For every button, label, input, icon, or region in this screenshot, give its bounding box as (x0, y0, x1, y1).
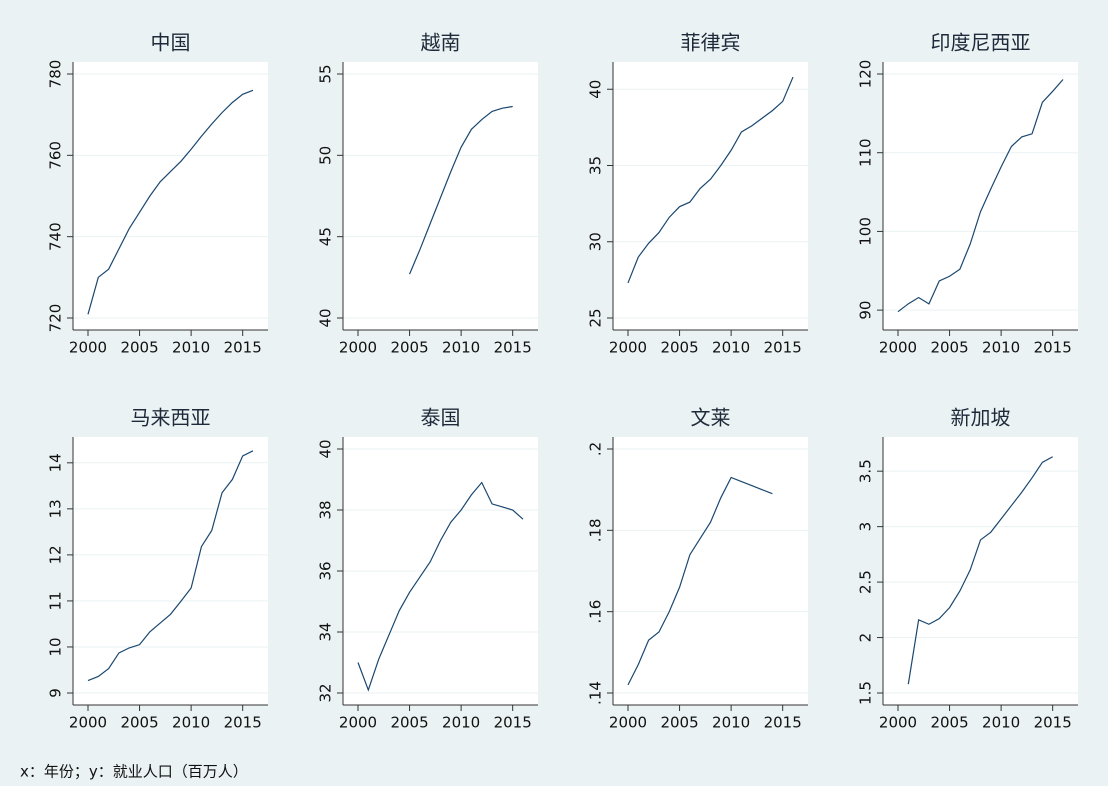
y-tick-label: 780 (47, 60, 65, 89)
y-tick-label: 40 (317, 308, 335, 327)
y-tick-label: 120 (857, 60, 875, 89)
x-tick-label: 2000 (69, 714, 107, 732)
line (87, 89, 254, 315)
chart-title: 文莱 (691, 406, 731, 430)
y-tick-label: 32 (317, 683, 335, 702)
y-tick-label: 2.5 (857, 570, 875, 594)
x-tick-label: 2000 (339, 339, 377, 357)
y-tick-label: 13 (47, 499, 65, 518)
line (627, 76, 794, 284)
y-tick-label: 55 (317, 64, 335, 83)
y-tick-label: .18 (587, 518, 605, 542)
y-tick-label: .16 (587, 600, 605, 624)
y-tick-label: 40 (317, 439, 335, 458)
y-tick-label: 9 (47, 688, 65, 698)
y-tick-label: 2 (857, 633, 875, 643)
chart-title: 马来西亚 (131, 406, 211, 430)
x-tick-label: 2015 (494, 714, 532, 732)
y-tick-label: 760 (47, 141, 65, 170)
y-tick-label: 34 (317, 622, 335, 641)
x-tick-label: 2000 (609, 714, 647, 732)
x-tick-label: 2010 (982, 339, 1020, 357)
x-tick-label: 2015 (494, 339, 532, 357)
line (87, 450, 254, 682)
x-tick-label: 2015 (224, 714, 262, 732)
x-tick-label: 2015 (1034, 339, 1072, 357)
x-tick-label: 2010 (712, 339, 750, 357)
y-tick-label: 110 (857, 138, 875, 167)
plot-area (343, 62, 538, 330)
x-tick-label: 2015 (764, 339, 802, 357)
x-tick-label: 2005 (930, 714, 968, 732)
plot-area (883, 62, 1078, 330)
y-tick-label: 50 (317, 146, 335, 165)
line (897, 79, 1064, 313)
y-tick-label: 30 (587, 232, 605, 251)
y-tick-label: .14 (587, 681, 605, 705)
chart-title: 菲律宾 (681, 31, 741, 55)
x-tick-label: 2010 (982, 714, 1020, 732)
chart-title: 中国 (151, 31, 191, 55)
y-tick-label: 45 (317, 227, 335, 246)
y-tick-label: 11 (47, 591, 65, 610)
y-tick-label: 10 (47, 637, 65, 656)
y-tick-label: 100 (857, 217, 875, 246)
x-tick-label: 2005 (120, 339, 158, 357)
plot-area (613, 437, 808, 705)
y-tick-label: 35 (587, 156, 605, 175)
chart-title: 泰国 (421, 406, 461, 430)
line (627, 476, 773, 686)
x-tick-label: 2010 (442, 339, 480, 357)
chart-title: 印度尼西亚 (931, 31, 1031, 55)
x-tick-label: 2010 (712, 714, 750, 732)
y-tick-label: 40 (587, 80, 605, 99)
y-tick-label: 12 (47, 545, 65, 564)
x-tick-label: 2000 (69, 339, 107, 357)
x-tick-label: 2005 (930, 339, 968, 357)
chart-title: 越南 (421, 31, 461, 55)
y-tick-label: 1.5 (857, 681, 875, 705)
plot-area (73, 62, 268, 330)
x-tick-label: 2015 (1034, 714, 1072, 732)
x-tick-label: 2000 (879, 714, 917, 732)
y-tick-label: 740 (47, 222, 65, 251)
y-tick-label: 90 (857, 301, 875, 320)
y-tick-label: 3.5 (857, 459, 875, 483)
chart-title: 新加坡 (951, 406, 1011, 430)
line (907, 456, 1053, 685)
x-tick-label: 2005 (660, 714, 698, 732)
x-tick-label: 2005 (390, 339, 428, 357)
y-tick-label: 36 (317, 561, 335, 580)
x-tick-label: 2005 (390, 714, 428, 732)
y-tick-label: 14 (47, 453, 65, 472)
x-tick-label: 2015 (764, 714, 802, 732)
x-tick-label: 2005 (660, 339, 698, 357)
x-tick-label: 2010 (172, 714, 210, 732)
plot-area (883, 437, 1078, 705)
x-tick-label: 2015 (224, 339, 262, 357)
line (357, 481, 524, 692)
y-tick-label: .2 (587, 442, 605, 456)
x-tick-label: 2010 (172, 339, 210, 357)
y-tick-label: 25 (587, 308, 605, 327)
y-tick-label: 38 (317, 500, 335, 519)
x-tick-label: 2010 (442, 714, 480, 732)
y-tick-label: 720 (47, 304, 65, 333)
x-tick-label: 2000 (609, 339, 647, 357)
line (409, 105, 513, 275)
note: x：年份；y：就业人口（百万人） (20, 763, 248, 781)
plot-area (613, 62, 808, 330)
x-tick-label: 2000 (879, 339, 917, 357)
x-tick-label: 2005 (120, 714, 158, 732)
plot-area (73, 437, 268, 705)
y-tick-label: 3 (857, 522, 875, 532)
x-tick-label: 2000 (339, 714, 377, 732)
